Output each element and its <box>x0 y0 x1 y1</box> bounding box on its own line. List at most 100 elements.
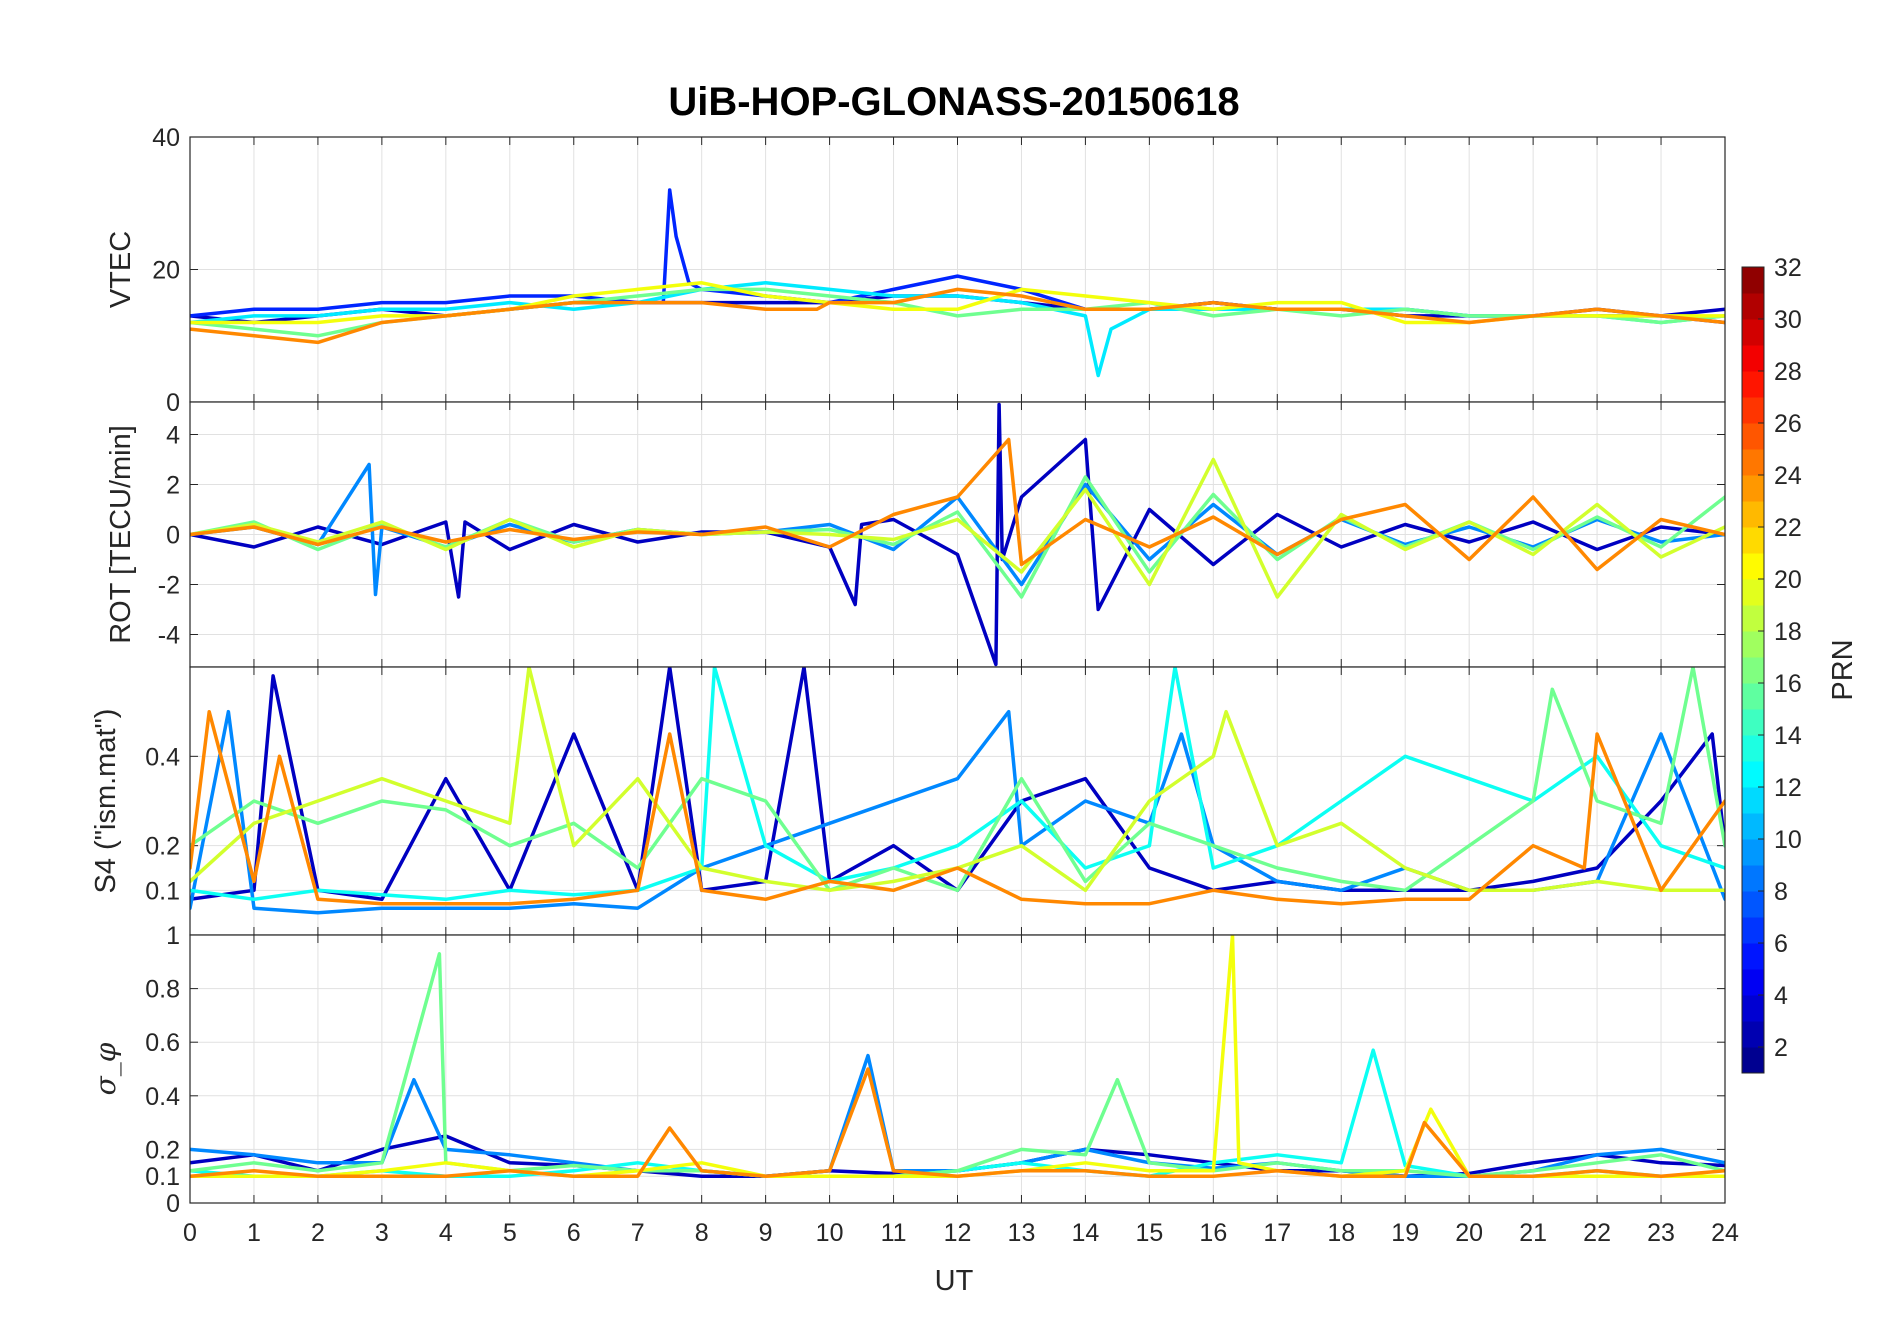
series-line-prn-24 <box>190 1067 1725 1178</box>
x-tick-label: 2 <box>311 1219 325 1247</box>
colorbar-segment <box>1742 969 1764 996</box>
colorbar-segment <box>1742 1021 1764 1048</box>
x-tick-label: 22 <box>1583 1219 1611 1247</box>
series-line-prn-19 <box>190 457 1725 599</box>
x-tick-label: 15 <box>1135 1219 1163 1247</box>
colorbar-segment <box>1742 345 1764 372</box>
x-tick-label: 10 <box>816 1219 844 1247</box>
colorbar-tick-label: 4 <box>1774 982 1788 1010</box>
colorbar-tick-label: 12 <box>1774 774 1802 802</box>
x-tick-label: 12 <box>944 1219 972 1247</box>
x-tick-label: 0 <box>183 1219 197 1247</box>
colorbar-segment <box>1742 683 1764 710</box>
colorbar-tick-label: 32 <box>1774 254 1802 282</box>
y-tick-label: 0.4 <box>145 1083 180 1111</box>
colorbar-tick-label: 10 <box>1774 826 1802 854</box>
series-group <box>190 188 1725 378</box>
colorbar-segment <box>1742 501 1764 528</box>
colorbar-segment <box>1742 527 1764 554</box>
x-tick-label: 1 <box>247 1219 261 1247</box>
x-tick-label: 24 <box>1711 1219 1739 1247</box>
series-line-prn-20 <box>190 935 1725 1178</box>
series-line-prn-24 <box>190 709 1725 906</box>
series-group <box>190 402 1725 667</box>
y-axis-label: S4 ("ism.mat") <box>90 709 122 894</box>
x-tick-label: 14 <box>1072 1219 1100 1247</box>
y-tick-label: 0.2 <box>145 1136 180 1164</box>
colorbar-segment <box>1742 267 1764 294</box>
colorbar-segment <box>1742 475 1764 502</box>
x-tick-label: 17 <box>1263 1219 1291 1247</box>
x-tick-label: 21 <box>1519 1219 1547 1247</box>
colorbar-segment <box>1742 761 1764 788</box>
x-tick-label: 9 <box>759 1219 773 1247</box>
panel-sigma_phi: 00.10.2 0.4 0.6 0.8 1 σ_φ <box>89 922 1726 1218</box>
colorbar-segment <box>1742 995 1764 1022</box>
colorbar-tick-label: 8 <box>1774 878 1788 906</box>
colorbar-tick-label: 6 <box>1774 930 1788 958</box>
series-group <box>190 935 1725 1178</box>
colorbar-tick-label: 30 <box>1774 306 1802 334</box>
y-axis-label: VTEC <box>105 231 137 308</box>
colorbar-segment <box>1742 397 1764 424</box>
y-tick-label: 2 <box>166 472 180 500</box>
colorbar-segment <box>1742 579 1764 606</box>
x-axis-label: UT <box>935 1265 974 1297</box>
y-tick-label: 0.1 <box>145 877 180 905</box>
y-tick-label: 0.6 <box>145 1029 180 1057</box>
colorbar-tick-label: 26 <box>1774 410 1802 438</box>
colorbar-segment <box>1742 787 1764 814</box>
x-axis: 0 1 2 3 4 5 6 7 8 9 10 11 12 13 14 15 16 17 18 19 20 21 22 23 24 <box>183 1219 1739 1247</box>
series-line-prn-3 <box>190 667 1725 902</box>
x-tick-label: 19 <box>1391 1219 1419 1247</box>
series-line-prn-16 <box>190 667 1725 893</box>
colorbar-segment <box>1742 293 1764 320</box>
y-tick-label: -2 <box>158 572 180 600</box>
x-tick-label: 23 <box>1647 1219 1675 1247</box>
colorbar-segment <box>1742 709 1764 736</box>
colorbar-segment <box>1742 657 1764 684</box>
colorbar-segment <box>1742 917 1764 944</box>
x-tick-label: 11 <box>881 1219 907 1247</box>
colorbar-tick-label: 18 <box>1774 618 1802 646</box>
colorbar-tick-label: 16 <box>1774 670 1802 698</box>
colorbar-tick-label: 28 <box>1774 358 1802 386</box>
series-line-prn-16 <box>190 952 1725 1178</box>
y-tick-label: -4 <box>158 622 180 650</box>
x-tick-label: 5 <box>503 1219 517 1247</box>
x-tick-label: 13 <box>1008 1219 1036 1247</box>
x-tick-label: 6 <box>567 1219 581 1247</box>
colorbar-tick-label: 14 <box>1774 722 1802 750</box>
colorbar-tick-label: 20 <box>1774 566 1802 594</box>
chart-title: UiB-HOP-GLONASS-20150618 <box>668 80 1239 124</box>
colorbar-segment <box>1742 449 1764 476</box>
y-tick-label: 0 <box>166 389 180 417</box>
colorbar-segment <box>1742 1047 1764 1074</box>
series-group <box>190 667 1725 915</box>
colorbar-tick-label: 24 <box>1774 462 1802 490</box>
colorbar-segment <box>1742 865 1764 892</box>
series-line-prn-13 <box>190 667 1725 902</box>
y-axis-label: σ_φ <box>89 1042 122 1095</box>
colorbar-tick-label: 2 <box>1774 1034 1788 1062</box>
colorbar-tick-label: 22 <box>1774 514 1802 542</box>
x-tick-label: 4 <box>439 1219 453 1247</box>
series-line-prn-3 <box>190 402 1725 667</box>
y-tick-label: 0.4 <box>145 743 180 771</box>
colorbar-frame <box>1741 266 1765 1074</box>
series-line-prn-24 <box>190 287 1725 345</box>
colorbar-segment <box>1742 839 1764 866</box>
y-tick-label: 4 <box>166 422 180 450</box>
colorbar-segment <box>1742 423 1764 450</box>
y-tick-label: 0 <box>166 1190 180 1218</box>
y-tick-label: 0.1 <box>145 1163 180 1191</box>
colorbar-segment <box>1742 319 1764 346</box>
y-tick-label: 0.2 <box>145 833 180 861</box>
panel-vtec: 0 20 40 VTEC <box>105 124 1726 417</box>
panel-s4: 0.1 0.2 0.4 S4 ("ism.mat") <box>90 666 1726 936</box>
colorbar-segment <box>1742 371 1764 398</box>
x-tick-label: 3 <box>375 1219 389 1247</box>
